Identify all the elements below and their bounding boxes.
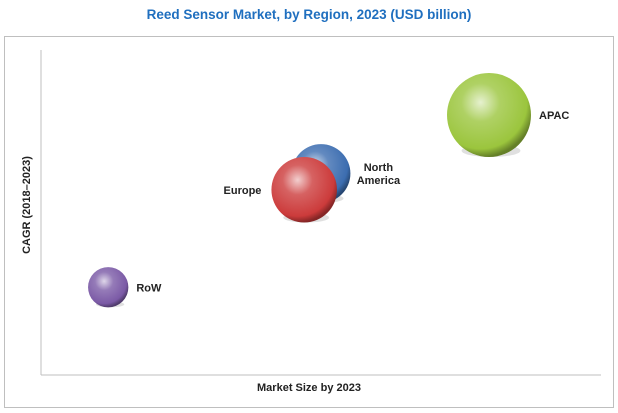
chart-frame: [4, 36, 614, 408]
bubble-row: [88, 267, 129, 308]
bubbles-group: APAC North America Europe RoW: [88, 73, 569, 308]
bubble-label-north-america: North America: [357, 162, 401, 187]
bubble-apac: [447, 73, 531, 157]
bubble-europe: [271, 156, 337, 223]
bubble-label-europe: Europe: [224, 185, 262, 197]
x-axis-label: Market Size by 2023: [257, 382, 361, 394]
chart-title: Reed Sensor Market, by Region, 2023 (USD…: [146, 7, 472, 22]
bubble-label-row: RoW: [136, 282, 162, 294]
bubble-label-apac: APAC: [539, 110, 569, 122]
